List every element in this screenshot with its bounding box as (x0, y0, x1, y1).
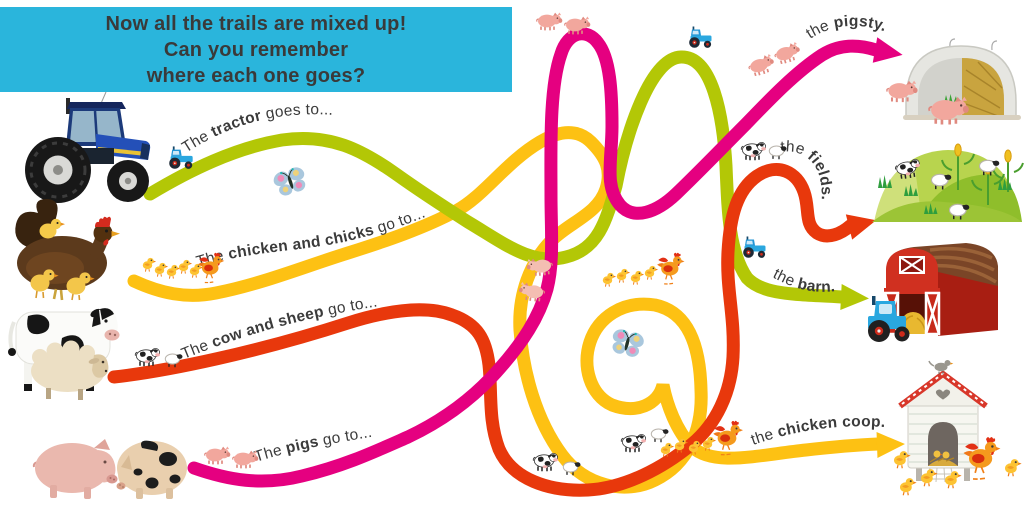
arrow-to-chicken-coop (876, 432, 905, 458)
label-pre: The (252, 441, 288, 466)
label-bold: tractor (208, 107, 263, 140)
pigs-photo (32, 439, 187, 499)
instruction-line: where each one goes? (146, 64, 366, 87)
label-post: goes to... (259, 101, 333, 124)
trail-cow-sheep-to-fields (107, 163, 877, 497)
trail-pigs-to-pigsty (187, 27, 903, 488)
trail-chicken-to-coop (127, 126, 905, 494)
pigsty-illustration (885, 38, 1021, 126)
mini-rooster-icon (197, 252, 744, 456)
label-pre: the (803, 16, 836, 43)
label-bold: barn. (796, 275, 836, 296)
label-bold: pigsty. (832, 13, 888, 35)
chicken-coop-illustration (893, 360, 1023, 496)
chicken-and-chicks-photo (15, 198, 120, 301)
cow-and-sheep-photo (8, 308, 120, 400)
barn-tractor (868, 296, 910, 342)
fields-illustration (872, 143, 1024, 222)
heart-icon (935, 389, 951, 400)
arrow-to-pigsty (872, 37, 903, 63)
label-pre: The (179, 125, 216, 156)
instruction-line: Can you remember (163, 38, 349, 61)
barn-illustration (868, 243, 998, 342)
label-pre: the (780, 138, 814, 161)
instruction-line: Now all the trails are mixed up! (105, 12, 407, 35)
tractor-photo (25, 91, 151, 203)
label-post: go to... (317, 424, 374, 450)
label-pre: the (749, 424, 780, 448)
arrow-to-fields (845, 214, 877, 240)
instruction-banner: Now all the trails are mixed up! Can you… (0, 7, 512, 92)
trail-tractor-to-barn (143, 50, 869, 310)
label-bold: pigs (284, 433, 320, 457)
dove-icon (928, 360, 954, 375)
label-bold: chicken coop. (776, 413, 886, 441)
arrow-to-barn (840, 284, 869, 310)
label-the-pigsty: the pigsty. (803, 13, 889, 42)
